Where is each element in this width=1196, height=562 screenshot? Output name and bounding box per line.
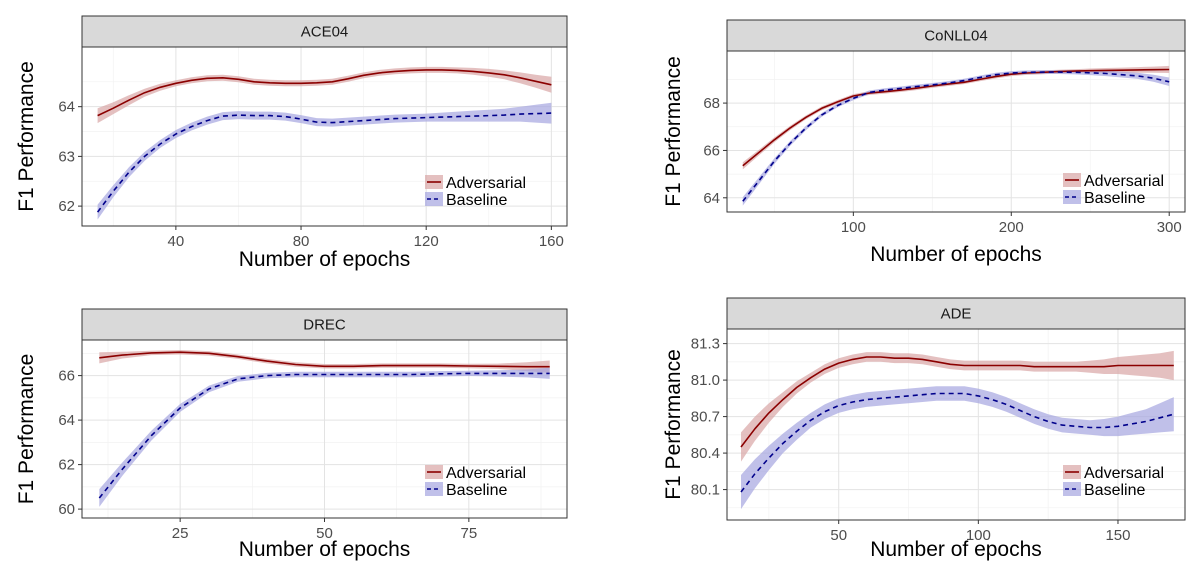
legend-label-baseline: Baseline xyxy=(446,192,507,209)
series-line-baseline xyxy=(740,392,1175,493)
y-tick-label: 80.4 xyxy=(691,445,720,462)
legend-label-adversarial: Adversarial xyxy=(446,465,526,482)
facet-strip xyxy=(81,308,568,341)
x-tick-label: 120 xyxy=(414,233,439,250)
confidence-band-adversarial xyxy=(99,350,550,373)
y-tick-label: 62 xyxy=(58,198,75,215)
x-tick-label: 300 xyxy=(1157,219,1182,236)
x-tick-label: 75 xyxy=(461,525,478,542)
facet-strip xyxy=(81,15,568,48)
y-tick-label: 62 xyxy=(58,457,75,474)
y-tick-label: 81.3 xyxy=(691,336,720,353)
series-line-adversarial xyxy=(99,351,550,368)
plot-area xyxy=(82,47,567,226)
x-tick-label: 80 xyxy=(293,233,310,250)
facet-title: ACE04 xyxy=(301,24,349,41)
x-axis-title: Number of epochs xyxy=(870,538,1042,561)
confidence-band-adversarial xyxy=(97,66,552,124)
facet-strip xyxy=(726,297,1186,330)
legend-label-baseline: Baseline xyxy=(1084,482,1145,499)
y-tick-label: 60 xyxy=(58,501,75,518)
facet-strip xyxy=(726,19,1186,52)
facet-title: ADE xyxy=(941,306,972,323)
legend-label-baseline: Baseline xyxy=(446,482,507,499)
y-tick-label: 66 xyxy=(703,142,720,159)
series-line-adversarial xyxy=(740,356,1174,448)
y-tick-label: 68 xyxy=(703,95,720,112)
x-tick-label: 150 xyxy=(1105,527,1130,544)
facet-title: CoNLL04 xyxy=(924,28,987,45)
x-tick-label: 25 xyxy=(172,525,189,542)
y-tick-label: 66 xyxy=(58,368,75,385)
x-axis-title: Number of epochs xyxy=(870,243,1042,266)
series-line-baseline xyxy=(98,372,550,499)
x-tick-label: 50 xyxy=(830,527,847,544)
legend-label-adversarial: Adversarial xyxy=(446,175,526,192)
legend-label-baseline: Baseline xyxy=(1084,190,1145,207)
legend-label-adversarial: Adversarial xyxy=(1084,173,1164,190)
x-tick-label: 40 xyxy=(168,233,185,250)
x-tick-label: 200 xyxy=(999,219,1024,236)
chart-panel-drec: DREC 25 50 75 60 62 64 66 Number of epochs F1 Per… xyxy=(15,308,568,561)
y-tick-label: 63 xyxy=(58,148,75,165)
chart-panel-ace04: ACE04 40 80 120 160 62 63 64 Number of epochs F1 … xyxy=(15,15,568,271)
legend-label-adversarial: Adversarial xyxy=(1084,465,1164,482)
series-line-baseline xyxy=(96,112,552,213)
x-tick-label: 100 xyxy=(841,219,866,236)
series-line-baseline xyxy=(742,71,1170,202)
x-tick-label: 50 xyxy=(316,525,333,542)
y-tick-label: 81.0 xyxy=(691,372,720,389)
series-line-adversarial xyxy=(742,68,1170,167)
y-axis-title: F1 Performance xyxy=(15,354,38,505)
y-tick-label: 80.7 xyxy=(691,409,720,426)
y-tick-label: 64 xyxy=(58,99,75,116)
facet-title: DREC xyxy=(303,317,346,334)
chart-panel-ade: ADE 50 100 150 80.1 80.4 80.7 81.0 81.3 Number of… xyxy=(662,297,1186,561)
y-tick-label: 64 xyxy=(703,190,720,207)
x-tick-label: 100 xyxy=(966,527,991,544)
x-tick-label: 160 xyxy=(539,233,564,250)
y-tick-label: 64 xyxy=(58,412,75,429)
chart-panel-conll04: CoNLL04 100 200 300 64 66 68 Number of epochs F1… xyxy=(662,19,1186,266)
confidence-band-adversarial xyxy=(741,350,1174,462)
x-axis-title: Number of epochs xyxy=(239,538,411,561)
y-axis-title: F1 Performance xyxy=(662,349,685,500)
y-axis-title: F1 Performance xyxy=(662,56,685,207)
y-axis-title: F1 Performance xyxy=(15,61,38,212)
y-tick-label: 80.1 xyxy=(691,482,720,499)
x-axis-title: Number of epochs xyxy=(239,248,411,271)
series-line-adversarial xyxy=(97,69,552,117)
